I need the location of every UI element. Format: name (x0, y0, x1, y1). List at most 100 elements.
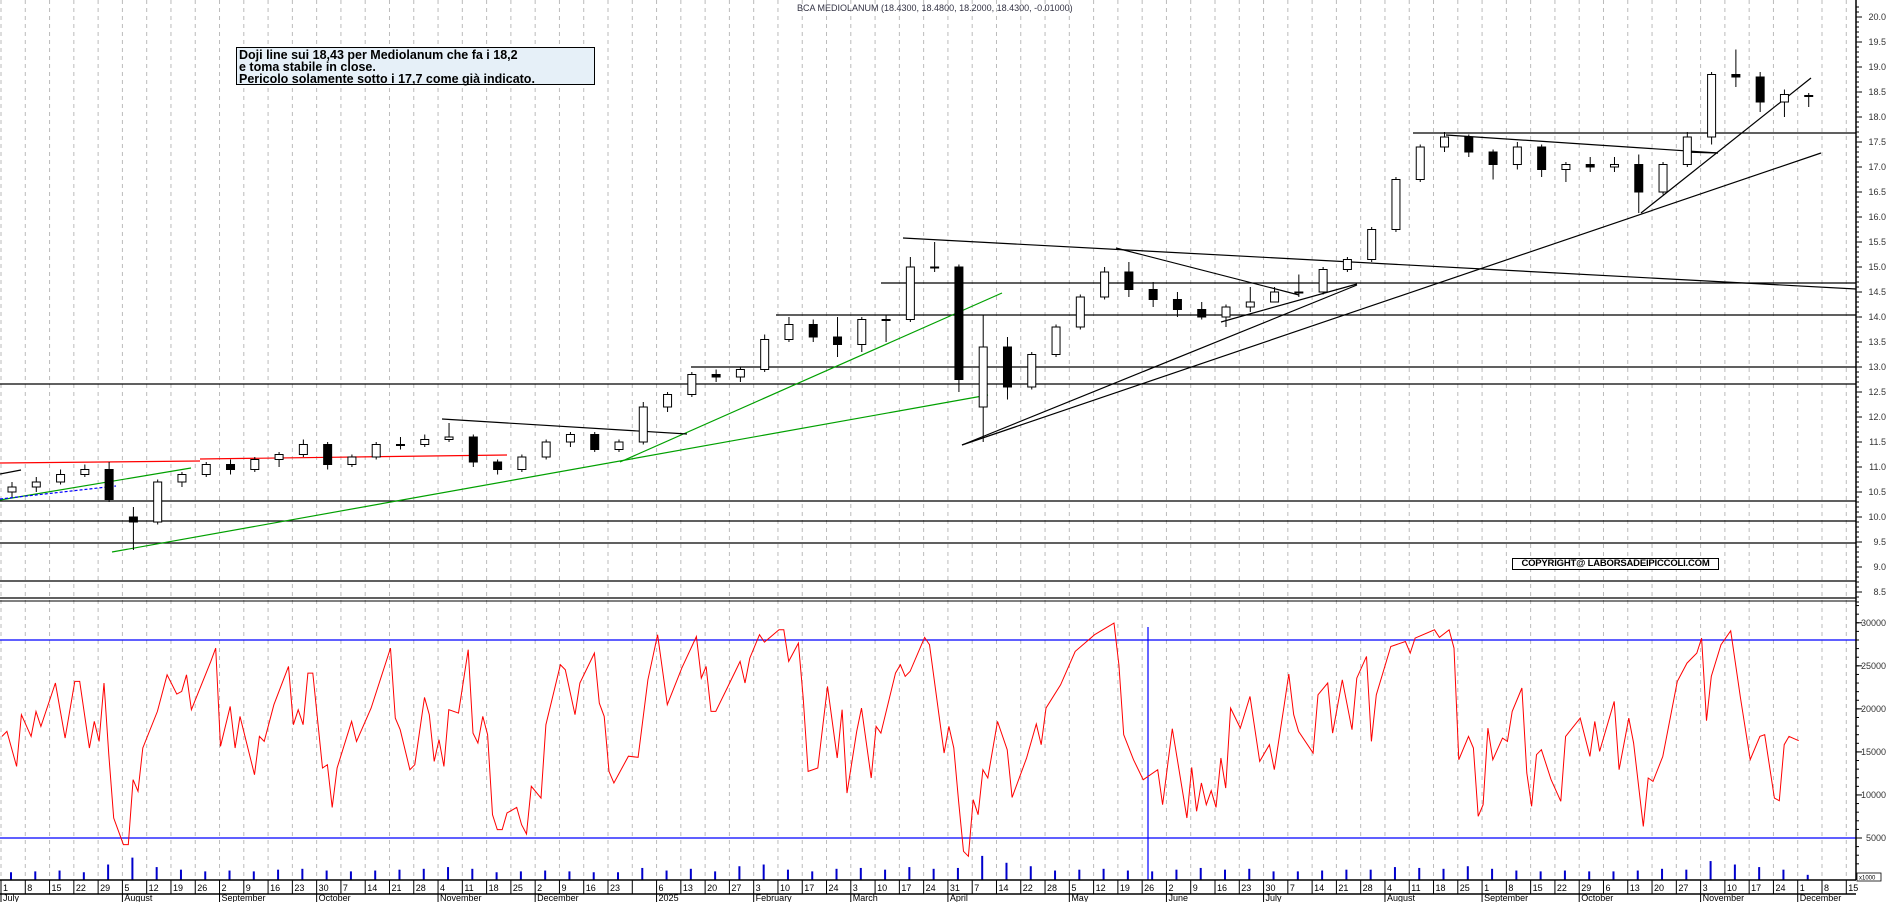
candle (80, 464, 90, 477)
volume-bar (1709, 861, 1712, 880)
x-tick-label: 21 (391, 883, 401, 893)
x-tick-label: 29 (1581, 883, 1591, 893)
candle (1367, 227, 1377, 262)
trend-line (111, 394, 989, 553)
candle-body (1464, 136, 1474, 153)
candle (56, 469, 66, 485)
volume-bar (1661, 868, 1664, 880)
candle-body (31, 481, 41, 488)
candle (1172, 292, 1182, 317)
trend-line (619, 292, 1003, 463)
volume-bar (617, 872, 619, 880)
candle-body (760, 339, 770, 370)
volume-bar (932, 868, 935, 880)
volume-bar (1636, 870, 1639, 880)
candle (1342, 257, 1352, 272)
candle-body (1342, 259, 1352, 270)
candle-body (1755, 76, 1765, 103)
candle-body (565, 434, 575, 443)
trend-line (961, 284, 1358, 446)
volume-bar (908, 867, 911, 880)
month-label: 2025 (659, 893, 679, 902)
candle-body (1585, 164, 1595, 168)
month-label: September (222, 893, 266, 902)
trend-line (1445, 134, 1719, 154)
y-tick-label: 9.0 (1873, 562, 1886, 572)
x-tick-label: 22 (1023, 883, 1033, 893)
candle (1488, 149, 1498, 180)
volume-bar (1321, 870, 1324, 880)
candle (347, 454, 357, 467)
y-tick-label: 15.0 (1868, 262, 1886, 272)
x-tick-label: 26 (1144, 883, 1154, 893)
candle-body (250, 459, 260, 470)
candle-body (881, 319, 891, 321)
x-tick-label: 14 (1314, 883, 1324, 893)
month-label: November (440, 893, 482, 902)
volume-bar (786, 869, 789, 880)
y-tick-label: 12.5 (1868, 387, 1886, 397)
volume-bar (471, 868, 474, 880)
candle (954, 264, 964, 392)
volume-bar (956, 867, 959, 880)
candle-body (104, 469, 114, 500)
candle (444, 423, 454, 442)
candle-body (420, 439, 430, 445)
candle-body (711, 374, 721, 378)
y-tick-label: 12.0 (1868, 412, 1886, 422)
month-label: December (537, 893, 579, 902)
volume-bar (1733, 864, 1736, 880)
candle-body (614, 441, 624, 450)
trend-line (902, 237, 1857, 290)
candle-body (153, 481, 163, 523)
candle (930, 242, 940, 272)
candle-body (1002, 346, 1012, 388)
candle-body (517, 456, 527, 470)
candle (395, 437, 405, 450)
candle (565, 432, 575, 447)
candle-body (1779, 94, 1789, 103)
y-tick-label: 11.5 (1869, 437, 1886, 447)
volume-bar (301, 868, 304, 880)
volume-bar (714, 871, 717, 880)
candle (1537, 144, 1547, 177)
volume-bar (835, 868, 838, 880)
x-tick-label: 24 (926, 883, 936, 893)
x-tick-label: 10 (780, 883, 790, 893)
osc-y-tick-label: 30000 (1861, 618, 1886, 628)
candle (857, 317, 867, 352)
x-tick-label: 12 (1096, 883, 1106, 893)
x-tick-label: 27 (1678, 883, 1688, 893)
candle-body (1634, 164, 1644, 193)
x-tick-label: 30 (1266, 883, 1276, 893)
y-tick-label: 16.0 (1868, 212, 1886, 222)
chart-title: BCA MEDIOLANUM (18.4300, 18.4800, 18.200… (797, 3, 1073, 13)
volume-bar (1151, 871, 1154, 880)
candle (274, 452, 284, 467)
y-tick-label: 11.0 (1869, 462, 1886, 472)
month-label: April (950, 893, 968, 902)
annotation-note: Doji line sui 18,43 per Mediolanum che f… (236, 47, 595, 85)
candle (833, 317, 843, 357)
x-tick-label: 25 (1460, 883, 1470, 893)
x-tick-label: 15 (1533, 883, 1543, 893)
x-tick-label: 1 (3, 883, 8, 893)
x-tick-label: 15 (1848, 883, 1858, 893)
x-tick-label: 17 (901, 883, 911, 893)
x-tick-label: 7 (343, 883, 348, 893)
x-tick-label: 25 (513, 883, 523, 893)
x-tick-label: 17 (1751, 883, 1761, 893)
candle (1804, 93, 1814, 107)
candle (104, 462, 114, 502)
candle-body (1658, 164, 1668, 193)
volume-bar (10, 872, 12, 880)
volume-bar (1272, 871, 1275, 880)
x-tick-label: 16 (1217, 883, 1227, 893)
x-tick-label: 23 (294, 883, 304, 893)
volume-bar (544, 870, 547, 880)
x-tick-label: 30 (319, 883, 329, 893)
candle (638, 402, 648, 445)
x-tick-label: 15 (52, 883, 62, 893)
osc-y-tick-label: 15000 (1861, 747, 1886, 757)
x-tick-label: 18 (1436, 883, 1446, 893)
